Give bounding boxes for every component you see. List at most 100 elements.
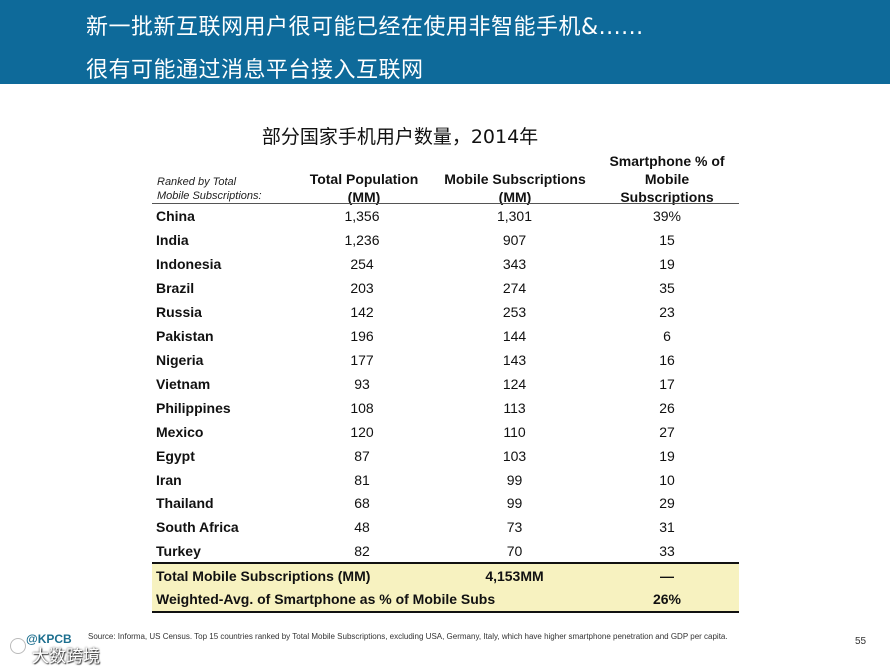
cell-population: 48 — [354, 519, 370, 535]
cell-country: South Africa — [156, 519, 239, 535]
cell-population: 82 — [354, 543, 370, 559]
table-row: Nigeria 177 143 16 — [152, 348, 739, 372]
summary-label: Total Mobile Subscriptions (MM) — [156, 568, 371, 584]
cell-subscriptions: 274 — [502, 280, 527, 296]
cell-subscriptions: 110 — [503, 424, 526, 440]
cell-smartphone-pct: 29 — [659, 495, 675, 511]
table-row: South Africa 48 73 31 — [152, 515, 739, 539]
cell-country: Egypt — [156, 448, 195, 464]
summary-row-total: Total Mobile Subscriptions (MM) 4,153MM … — [152, 565, 739, 587]
cell-country: Turkey — [156, 543, 201, 559]
column-header-smartphone-line-1: Smartphone % of — [609, 153, 725, 169]
column-header-population-line-1: Total Population — [309, 171, 419, 187]
table-row: Egypt 87 103 19 — [152, 444, 739, 468]
cell-country: China — [156, 208, 195, 224]
table-row: Vietnam 93 124 17 — [152, 372, 739, 396]
table-row: Iran 81 99 10 — [152, 468, 739, 492]
table-row: Philippines 108 113 26 — [152, 396, 739, 420]
rank-note-line-2: Mobile Subscriptions: — [157, 190, 262, 202]
summary-subscriptions: 4,153MM — [485, 568, 544, 584]
cell-smartphone-pct: 17 — [659, 376, 675, 392]
cell-smartphone-pct: 10 — [659, 472, 675, 488]
header-band — [0, 0, 890, 84]
cell-country: Nigeria — [156, 352, 204, 368]
cell-subscriptions: 103 — [502, 448, 527, 464]
cell-smartphone-pct: 19 — [659, 256, 675, 272]
cell-subscriptions: 1,301 — [496, 208, 533, 224]
column-header-smartphone-line-2: Mobile — [644, 171, 690, 187]
slide-title-line-2: 很有可能通过消息平台接入互联网 — [86, 58, 424, 83]
table-title: 部分国家手机用户数量，2014年 — [261, 126, 539, 148]
table-row: Brazil 203 274 35 — [152, 276, 739, 300]
cell-country: Pakistan — [156, 328, 214, 344]
column-header-population-line-2: (MM) — [347, 189, 381, 205]
source-note: Source: Informa, US Census. Top 15 count… — [88, 632, 728, 641]
header-divider — [152, 203, 739, 204]
cell-population: 93 — [354, 376, 370, 392]
logo-text: @KPCB — [26, 632, 72, 646]
cell-country: Philippines — [156, 400, 231, 416]
logo-circle-icon — [10, 638, 26, 654]
cell-subscriptions: 124 — [502, 376, 527, 392]
cell-population: 1,356 — [344, 208, 380, 224]
cell-smartphone-pct: 33 — [659, 543, 675, 559]
cell-subscriptions: 99 — [506, 495, 523, 511]
column-header-smartphone-pct: Smartphone % of Mobile Subscriptions — [596, 152, 738, 206]
cell-population: 142 — [350, 304, 374, 320]
rank-note: Ranked by Total Mobile Subscriptions: — [157, 175, 262, 203]
cell-smartphone-pct: 15 — [659, 232, 675, 248]
cell-population: 203 — [350, 280, 374, 296]
cell-smartphone-pct: 27 — [659, 424, 675, 440]
cell-population: 120 — [350, 424, 374, 440]
cell-smartphone-pct: 39% — [652, 208, 682, 224]
slide-title-line-1: 新一批新互联网用户很可能已经在使用非智能手机&...... — [86, 15, 644, 40]
cell-smartphone-pct: 19 — [659, 448, 675, 464]
table-row: India 1,236 907 15 — [152, 228, 739, 252]
summary-box: Total Mobile Subscriptions (MM) 4,153MM … — [152, 562, 739, 613]
rank-note-line-1: Ranked by Total — [157, 176, 237, 188]
cell-subscriptions: 343 — [502, 256, 527, 272]
cell-population: 108 — [350, 400, 374, 416]
cell-subscriptions: 144 — [502, 328, 527, 344]
cell-country: Mexico — [156, 424, 204, 440]
table-row: China 1,356 1,301 39% — [152, 204, 739, 228]
column-header-subscriptions-line-2: (MM) — [498, 189, 532, 205]
table-row: Mexico 120 110 27 — [152, 420, 739, 444]
cell-country: Indonesia — [156, 256, 222, 272]
cell-country: Russia — [156, 304, 202, 320]
watermark-text: 大数跨境 — [32, 647, 100, 667]
page-number: 55 — [855, 636, 867, 647]
cell-population: 1,236 — [344, 232, 380, 248]
table-row: Indonesia 254 343 19 — [152, 252, 739, 276]
table-row: Russia 142 253 23 — [152, 300, 739, 324]
table-row: Pakistan 196 144 6 — [152, 324, 739, 348]
cell-country: Brazil — [156, 280, 195, 296]
cell-subscriptions: 73 — [506, 519, 523, 535]
column-header-subscriptions-line-1: Mobile Subscriptions — [444, 171, 586, 187]
footer-logo: @KPCB 大数跨境 — [4, 630, 124, 667]
cell-subscriptions: 907 — [502, 232, 527, 248]
cell-population: 87 — [354, 448, 370, 464]
cell-population: 81 — [354, 472, 370, 488]
cell-subscriptions: 99 — [506, 472, 523, 488]
summary-row-weighted-avg: Weighted-Avg. of Smartphone as % of Mobi… — [152, 588, 739, 610]
column-header-subscriptions: Mobile Subscriptions (MM) — [436, 170, 594, 206]
column-header-smartphone-line-3: Subscriptions — [620, 189, 714, 205]
cell-subscriptions: 70 — [506, 543, 523, 559]
summary-smartphone-pct: 26% — [652, 591, 682, 607]
cell-smartphone-pct: 16 — [659, 352, 675, 368]
table-row: Thailand 68 99 29 — [152, 491, 739, 515]
cell-population: 196 — [350, 328, 374, 344]
cell-smartphone-pct: 26 — [659, 400, 675, 416]
cell-subscriptions: 113 — [503, 400, 526, 416]
cell-country: Iran — [156, 472, 182, 488]
cell-country: Thailand — [156, 495, 214, 511]
cell-population: 68 — [354, 495, 370, 511]
cell-country: India — [156, 232, 189, 248]
cell-smartphone-pct: 23 — [659, 304, 675, 320]
cell-smartphone-pct: 31 — [659, 519, 675, 535]
cell-population: 254 — [350, 256, 374, 272]
cell-smartphone-pct: 35 — [659, 280, 675, 296]
cell-population: 177 — [350, 352, 374, 368]
summary-smartphone-pct: — — [660, 568, 674, 584]
